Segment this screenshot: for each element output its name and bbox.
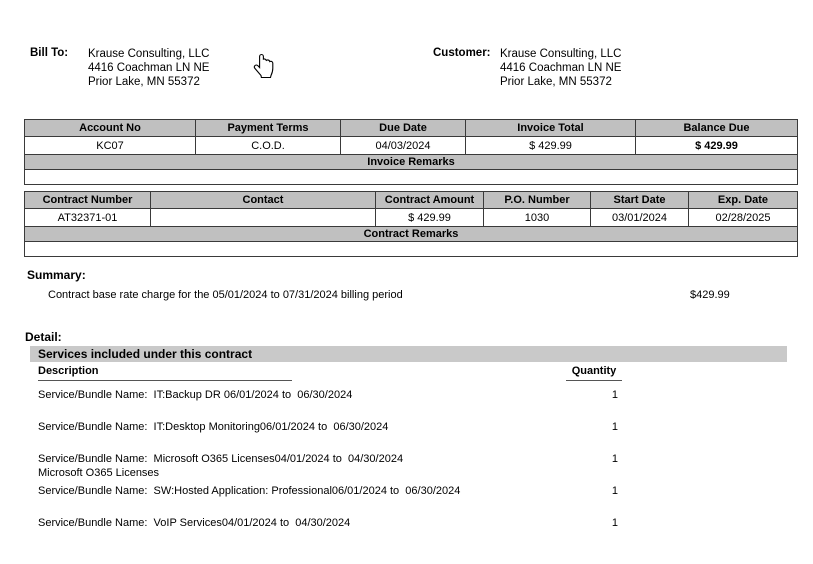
cell-payment-terms: C.O.D. [195, 136, 341, 155]
detail-label: Detail: [25, 330, 62, 344]
col-header-contract-amount: Contract Amount [375, 191, 484, 209]
cell-invoice-total: $ 429.99 [465, 136, 636, 155]
service-description-line2: Microsoft O365 Licenses [38, 467, 160, 479]
cell-exp-date: 02/28/2025 [688, 208, 798, 227]
customer-line1: Krause Consulting, LLC [500, 48, 622, 60]
bill-to-line2: 4416 Coachman LN NE [88, 62, 210, 74]
col-header-po-number: P.O. Number [483, 191, 591, 209]
service-quantity: 1 [611, 485, 618, 497]
service-description: Service/Bundle Name: Microsoft O365 Lice… [38, 452, 403, 480]
hand-pointer-cursor-icon [253, 53, 274, 79]
contract-table: Contract Number Contact Contract Amount … [24, 191, 798, 257]
bill-to-address: Krause Consulting, LLC 4416 Coachman LN … [88, 47, 209, 89]
contract-table-header-row: Contract Number Contact Contract Amount … [24, 191, 798, 209]
contract-remarks-value-row [24, 241, 798, 257]
invoice-summary-table: Account No Payment Terms Due Date Invoic… [24, 119, 798, 185]
col-header-contract-number: Contract Number [24, 191, 151, 209]
service-quantity: 1 [611, 517, 618, 529]
services-section-title: Services included under this contract [30, 346, 787, 362]
contract-remarks-value [24, 241, 798, 257]
cell-account-no: KC07 [24, 136, 196, 155]
summary-label: Summary: [27, 268, 86, 282]
customer-label: Customer: [433, 47, 491, 59]
service-description: Service/Bundle Name: SW:Hosted Applicati… [38, 485, 461, 497]
invoice-remarks-value-row [24, 169, 798, 185]
bill-to-line1: Krause Consulting, LLC [88, 48, 210, 60]
summary-amount: $429.99 [690, 289, 730, 301]
cell-contract-number: AT32371-01 [24, 208, 151, 227]
col-header-due-date: Due Date [340, 119, 466, 137]
service-description: Service/Bundle Name: IT:Backup DR 06/01/… [38, 389, 353, 401]
contract-table-value-row: AT32371-01 $ 429.99 1030 03/01/2024 02/2… [24, 208, 798, 227]
col-header-balance-due: Balance Due [635, 119, 798, 137]
contract-remarks-header-row: Contract Remarks [24, 226, 798, 242]
customer-line2: 4416 Coachman LN NE [500, 62, 622, 74]
bill-to-label: Bill To: [30, 47, 69, 59]
cell-contact [150, 208, 376, 227]
service-quantity: 1 [611, 453, 618, 465]
bill-to-line3: Prior Lake, MN 55372 [88, 76, 200, 88]
cell-balance-due: $ 429.99 [635, 136, 798, 155]
invoice-table-value-row: KC07 C.O.D. 04/03/2024 $ 429.99 $ 429.99 [24, 136, 798, 155]
col-header-start-date: Start Date [590, 191, 689, 209]
summary-line: Contract base rate charge for the 05/01/… [48, 289, 403, 301]
cell-contract-amount: $ 429.99 [375, 208, 484, 227]
invoice-remarks-header-row: Invoice Remarks [24, 154, 798, 170]
detail-col-header-description: Description [38, 365, 292, 381]
service-description: Service/Bundle Name: IT:Desktop Monitori… [38, 421, 389, 433]
contract-remarks-label: Contract Remarks [24, 226, 798, 242]
customer-line3: Prior Lake, MN 55372 [500, 76, 612, 88]
customer-address: Krause Consulting, LLC 4416 Coachman LN … [500, 47, 621, 89]
invoice-remarks-label: Invoice Remarks [24, 154, 798, 170]
invoice-table-header-row: Account No Payment Terms Due Date Invoic… [24, 119, 798, 137]
service-description: Service/Bundle Name: VoIP Services04/01/… [38, 517, 351, 529]
cell-start-date: 03/01/2024 [590, 208, 689, 227]
invoice-remarks-value [24, 169, 798, 185]
col-header-payment-terms: Payment Terms [195, 119, 341, 137]
col-header-invoice-total: Invoice Total [465, 119, 636, 137]
cell-due-date: 04/03/2024 [340, 136, 466, 155]
col-header-account-no: Account No [24, 119, 196, 137]
col-header-contact: Contact [150, 191, 376, 209]
col-header-exp-date: Exp. Date [688, 191, 798, 209]
service-description-line1: Service/Bundle Name: Microsoft O365 Lice… [38, 453, 404, 465]
service-quantity: 1 [611, 389, 618, 401]
service-quantity: 1 [611, 421, 618, 433]
detail-col-header-quantity: Quantity [566, 365, 622, 381]
cell-po-number: 1030 [483, 208, 591, 227]
